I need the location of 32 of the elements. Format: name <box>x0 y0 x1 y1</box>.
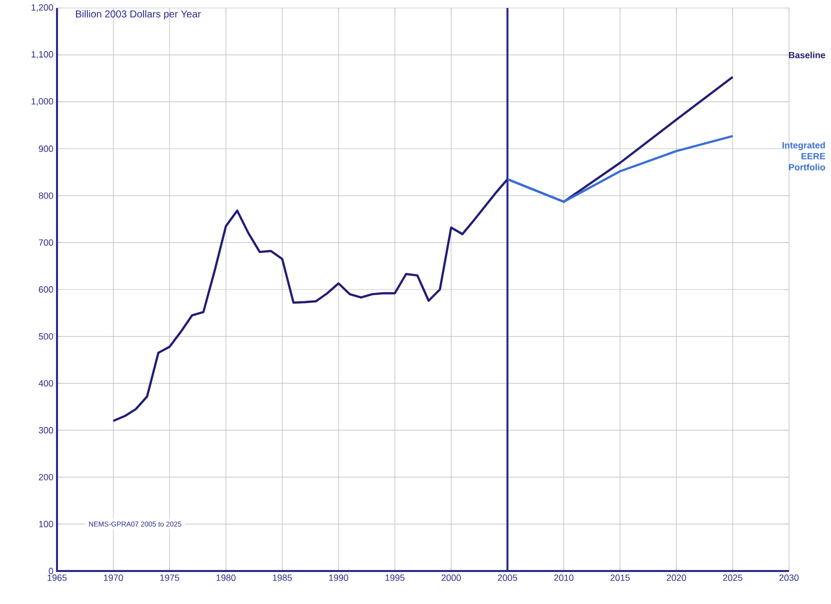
y-tick-label: 500 <box>38 333 54 340</box>
x-tick-label: 1985 <box>272 574 292 581</box>
x-tick-label: 1975 <box>160 574 180 581</box>
x-tick-label: 2000 <box>442 574 461 581</box>
text: Integrated EERE Portfolio <box>782 142 826 170</box>
y-tick-label: 100 <box>39 520 54 528</box>
x-tick-label: 1990 <box>329 574 348 581</box>
y-axis-title: Billion 2003 Dollars per Year <box>76 10 201 20</box>
y-tick-label: 600 <box>38 286 54 293</box>
x-tick-label: 1970 <box>104 574 123 581</box>
x-tick-label: 2020 <box>666 574 686 581</box>
text: Baseline <box>789 52 826 58</box>
y-tick-label: 300 <box>38 427 54 434</box>
x-tick-label: 2010 <box>554 574 574 581</box>
y-tick-label: 1,100 <box>32 51 54 59</box>
y-tick-label: 400 <box>38 380 54 387</box>
y-tick-label: 0 <box>48 568 54 574</box>
y-tick-label: 1,200 <box>32 4 54 12</box>
x-tick-label: 1995 <box>386 574 404 581</box>
x-tick-label: 2030 <box>779 574 799 581</box>
x-tick-label: 2025 <box>723 574 742 581</box>
y-tick-label: 800 <box>38 192 54 199</box>
x-tick-label: 1965 <box>48 574 67 581</box>
x-tick-label: 2015 <box>610 574 630 581</box>
y-tick-label: 900 <box>38 146 54 152</box>
y-tick-label: 1,000 <box>32 98 54 106</box>
y-tick-label: 700 <box>38 239 54 246</box>
line-series <box>112 76 734 422</box>
y-tick-label: 200 <box>38 474 54 480</box>
line-series <box>506 134 734 203</box>
x-tick-label: 2005 <box>498 574 518 581</box>
x-tick-label: 1980 <box>216 574 236 581</box>
